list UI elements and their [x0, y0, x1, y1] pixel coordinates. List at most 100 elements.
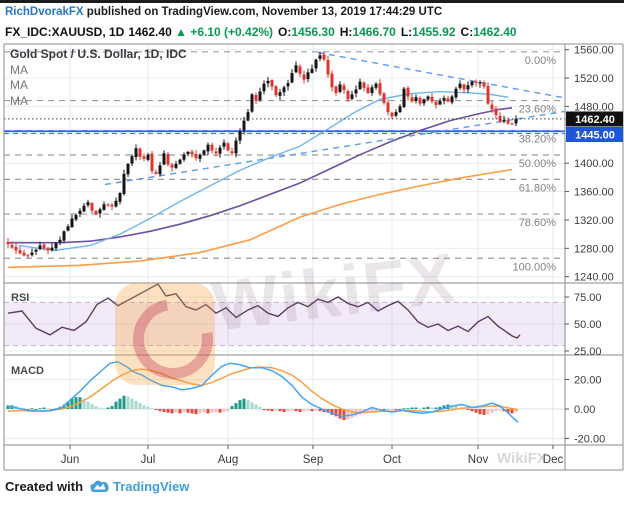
macd-hist-bar [346, 409, 350, 420]
candle-body [122, 173, 126, 194]
macd-hist-bar [82, 398, 86, 409]
candle-body [322, 54, 326, 60]
macd-hist-bar [434, 407, 438, 409]
fib-label: 0.00% [525, 55, 556, 67]
macd-hist-bar [454, 406, 458, 409]
macd-pane-label: MACD [11, 365, 44, 377]
candle-body [442, 97, 446, 101]
macd-hist-bar [406, 408, 410, 410]
macd-hist-bar [402, 408, 406, 410]
candle-body [34, 249, 38, 252]
candle-body [250, 94, 254, 112]
macd-tick-label: 20.00 [574, 375, 602, 387]
candle-body [198, 154, 202, 159]
macd-hist-bar [122, 395, 126, 409]
macd-hist-bar [314, 409, 318, 411]
candle-body [338, 84, 342, 92]
candle-body [306, 72, 310, 80]
candle-body [78, 210, 82, 215]
macd-hist-bar [138, 403, 142, 409]
macd-hist-bar [414, 407, 418, 409]
price-tick-label: 1480.00 [574, 101, 614, 113]
macd-hist-bar [38, 408, 42, 410]
macd-hist-bar [270, 409, 274, 412]
candle-body [146, 154, 150, 160]
macd-hist-bar [290, 409, 294, 411]
price-tick-label: 1240.00 [574, 272, 614, 284]
candle-body [330, 73, 334, 88]
candle-body [358, 81, 362, 90]
rsi-pane-label: RSI [11, 292, 30, 304]
macd-hist-bar [398, 409, 402, 410]
candle-body [346, 91, 350, 100]
candle-body [506, 120, 510, 124]
candle-body [438, 100, 442, 105]
macd-hist-bar [334, 409, 338, 417]
macd-hist-bar [118, 398, 122, 409]
price-tick-label: 1400.00 [574, 158, 614, 170]
macd-hist-bar [178, 409, 182, 414]
macd-hist-bar [102, 408, 106, 410]
candle-body [274, 86, 278, 96]
candle-body [394, 112, 398, 116]
macd-hist-bar [286, 409, 290, 412]
candle-body [110, 204, 114, 207]
month-label-oct: Oct [383, 454, 402, 466]
candle-body [342, 85, 346, 91]
author-link[interactable]: RichDvorakFX [5, 6, 84, 18]
last-price: 1462.40 [128, 25, 172, 40]
candle-body [10, 244, 14, 248]
macd-hist-bar [506, 409, 510, 413]
macd-tick-label: -20.00 [574, 434, 605, 446]
candle-body [474, 81, 478, 84]
candle-body [106, 204, 110, 206]
candle-body [386, 102, 390, 113]
candle-body [458, 83, 462, 88]
candle-body [94, 210, 98, 215]
candle-body [6, 241, 10, 245]
macd-hist-bar [6, 405, 10, 409]
price-tick-label: 1280.00 [574, 243, 614, 255]
candle-body [246, 112, 250, 121]
candle-body [102, 204, 106, 210]
candle-body [14, 246, 18, 251]
macd-hist-bar [410, 407, 414, 409]
macd-hist-bar [470, 409, 474, 412]
candle-body [90, 203, 94, 211]
macd-hist-bar [294, 409, 298, 412]
macd-hist-bar [150, 408, 154, 410]
macd-hist-bar [130, 398, 134, 409]
candle-body [238, 131, 242, 141]
candle-body [42, 244, 46, 249]
macd-hist-bar [258, 406, 262, 409]
macd-hist-bar [390, 409, 394, 410]
macd-hist-bar [450, 405, 454, 409]
candle-body [158, 165, 162, 175]
tradingview-link[interactable]: TradingView [113, 479, 190, 494]
candle-body [454, 88, 458, 98]
month-label-jun: Jun [61, 454, 80, 466]
candle-body [218, 147, 222, 154]
candle-body [234, 140, 238, 154]
candle-body [254, 95, 258, 101]
candle-body [382, 93, 386, 103]
ohlc-key: C: [460, 25, 474, 40]
candle-body [462, 84, 466, 90]
candle-body [466, 85, 470, 90]
candle-body [378, 83, 382, 95]
macd-hist-bar [198, 409, 202, 414]
macd-hist-bar [514, 409, 518, 412]
candle-body [134, 148, 138, 158]
candle-body [74, 214, 78, 220]
level-badge [566, 127, 623, 142]
macd-hist-bar [318, 409, 322, 412]
macd-hist-bar [238, 400, 242, 409]
macd-hist-bar [194, 409, 198, 415]
macd-hist-bar [278, 409, 282, 412]
macd-hist-bar [70, 398, 74, 409]
candle-body [222, 142, 226, 147]
candle-body [362, 82, 366, 88]
candle-body [446, 98, 450, 102]
